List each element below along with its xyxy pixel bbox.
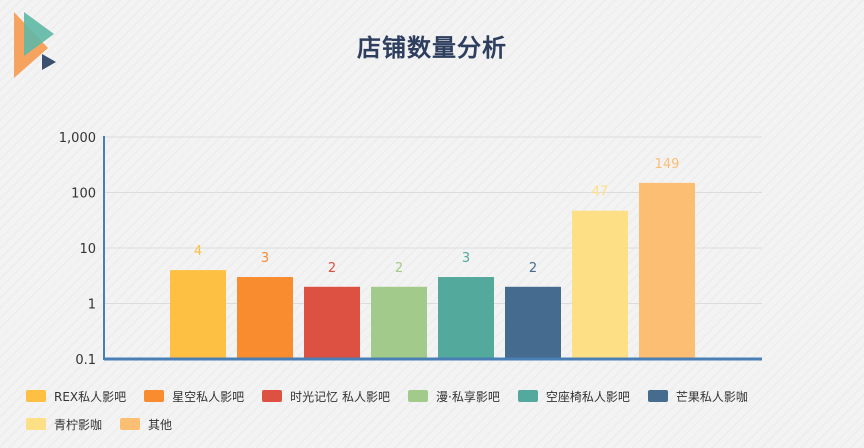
- legend-label: REX私人影吧: [54, 389, 127, 404]
- bars: [170, 182, 695, 359]
- legend-label: 其他: [148, 417, 173, 432]
- data-label: 3: [261, 251, 269, 266]
- legend-item[interactable]: 漫·私享影吧: [408, 386, 500, 406]
- data-label: 149: [655, 157, 680, 172]
- legend-swatch: [144, 390, 165, 402]
- legend-item[interactable]: 星空私人影吧: [144, 386, 244, 406]
- bar: [237, 277, 293, 359]
- bar: [639, 182, 695, 359]
- legend: REX私人影吧 星空私人影吧 时光记忆 私人影吧 漫·私享影吧 空座椅私人影吧 芒果私人影…: [26, 386, 856, 434]
- y-tick-label: 10: [79, 242, 96, 257]
- bar: [505, 286, 561, 359]
- data-label: 2: [395, 261, 403, 276]
- legend-label: 芒果私人影咖: [675, 389, 748, 404]
- legend-label: 空座椅私人影吧: [545, 389, 630, 404]
- bar: [371, 286, 427, 359]
- legend-label: 漫·私享影吧: [436, 389, 500, 404]
- y-tick-label: 1: [88, 298, 96, 313]
- bar: [572, 210, 628, 359]
- legend-swatch: [517, 390, 538, 402]
- data-label: 2: [529, 261, 537, 276]
- y-tick-label: 0.1: [75, 353, 96, 368]
- legend-swatch: [26, 390, 46, 402]
- legend-item[interactable]: 青柠影咖: [26, 414, 102, 434]
- bar: [304, 286, 360, 359]
- legend-swatch: [647, 390, 668, 402]
- data-labels: 4 3 2 2 3 2 47 149: [194, 157, 680, 276]
- legend-item[interactable]: REX私人影吧: [26, 386, 126, 406]
- legend-swatch: [26, 418, 46, 430]
- legend-item[interactable]: 时光记忆 私人影吧: [262, 386, 390, 406]
- y-axis-ticks: 0.1 1 10 100 1,000: [59, 131, 96, 368]
- chart-title: 店铺数量分析: [357, 34, 507, 62]
- legend-label: 星空私人影吧: [172, 389, 245, 404]
- data-label: 4: [194, 244, 202, 259]
- data-label: 3: [462, 251, 470, 266]
- bar: [170, 270, 226, 359]
- data-label: 47: [592, 185, 609, 200]
- legend-label: 时光记忆 私人影吧: [290, 389, 390, 404]
- data-label: 2: [328, 261, 336, 276]
- legend-item[interactable]: 其他: [120, 414, 172, 434]
- y-tick-label: 1,000: [59, 131, 96, 146]
- y-tick-label: 100: [71, 187, 96, 202]
- legend-label: 青柠影咖: [54, 417, 103, 432]
- bar: [438, 277, 494, 359]
- brand-logo-icon: [14, 12, 56, 78]
- legend-item[interactable]: 芒果私人影咖: [647, 386, 748, 406]
- legend-swatch: [408, 390, 428, 402]
- legend-swatch: [262, 390, 283, 402]
- legend-swatch: [120, 418, 141, 430]
- legend-item[interactable]: 空座椅私人影吧: [517, 386, 630, 406]
